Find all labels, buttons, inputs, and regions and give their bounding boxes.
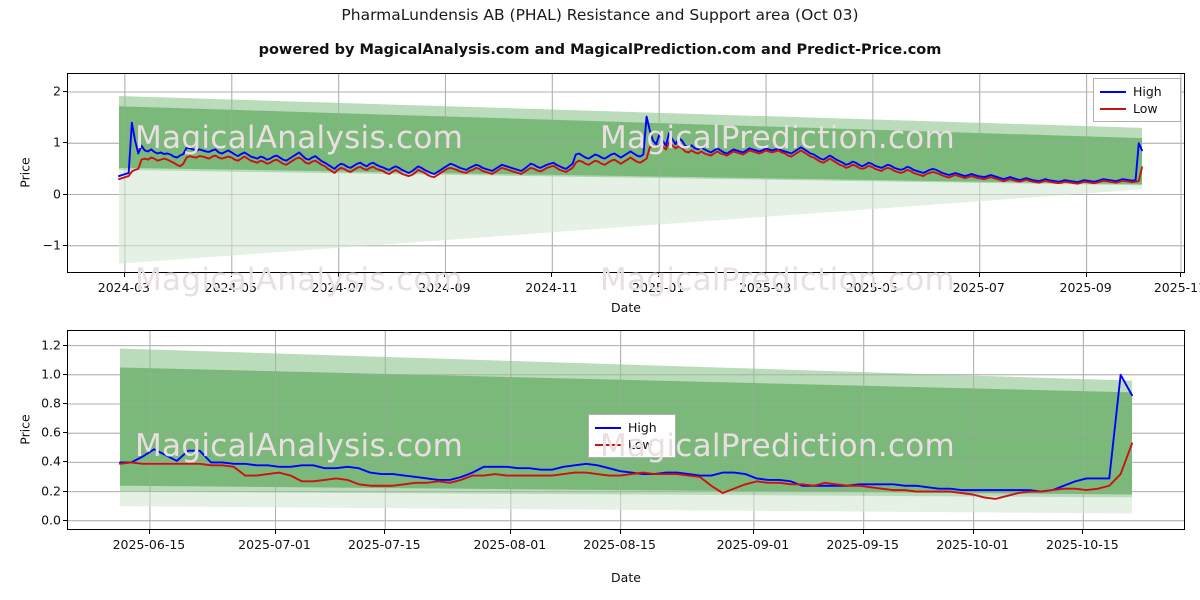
top-chart-legend: High Low: [1093, 78, 1181, 122]
x-tick-mark: [148, 530, 150, 534]
x-tick-label: 2025-10-01: [936, 537, 1009, 552]
x-tick-label: 2025-07-01: [238, 537, 311, 552]
x-tick-label: 2024-05: [204, 280, 257, 295]
x-tick-label: 2025-03: [738, 280, 792, 295]
y-tick-mark: [63, 373, 67, 375]
x-tick-mark: [509, 530, 511, 534]
legend-swatch-low-bottom: [595, 443, 621, 446]
x-tick-label: 2025-05: [845, 280, 898, 295]
x-tick-mark: [384, 530, 386, 534]
x-tick-mark: [978, 273, 980, 277]
legend-label-high: High: [1133, 84, 1162, 99]
x-tick-mark: [1085, 273, 1087, 277]
x-tick-label: 2025-07: [952, 280, 1005, 295]
x-tick-label: 2024-11: [525, 280, 578, 295]
x-tick-label: 2025-08-15: [583, 537, 656, 552]
x-tick-label: 2025-06-15: [112, 537, 186, 552]
x-tick-label: 2025-09-15: [826, 537, 899, 552]
top-chart-canvas: [68, 74, 1184, 272]
y-tick-mark: [63, 344, 67, 346]
x-tick-label: 2024-09: [418, 280, 471, 295]
x-tick-mark: [871, 273, 873, 277]
y-tick-label: −1: [42, 237, 61, 253]
x-tick-mark: [274, 530, 276, 534]
legend-label-low-bottom: Low: [628, 437, 653, 452]
x-tick-mark: [551, 273, 553, 277]
y-tick-mark: [63, 432, 67, 434]
y-tick-label: 0.4: [41, 453, 61, 469]
x-tick-mark: [972, 530, 974, 534]
x-tick-label: 2024-07: [311, 280, 364, 295]
x-tick-mark: [123, 273, 125, 277]
x-tick-mark: [752, 530, 754, 534]
x-tick-mark: [230, 273, 232, 277]
x-tick-label: 2025-09-01: [716, 537, 790, 552]
x-tick-label: 2025-09: [1059, 280, 1112, 295]
y-tick-label: 0: [53, 186, 61, 201]
top-chart-plot-area: [67, 73, 1185, 273]
y-tick-label: 1: [53, 134, 61, 150]
y-tick-mark: [63, 461, 67, 463]
x-tick-mark: [1082, 530, 1084, 534]
page-subtitle: powered by MagicalAnalysis.com and Magic…: [258, 42, 942, 58]
legend-label-low: Low: [1133, 101, 1158, 116]
x-tick-label: 2025-07-15: [347, 537, 421, 552]
legend-entry-low: Low: [1100, 100, 1173, 117]
legend-swatch-high-bottom: [595, 426, 621, 429]
x-tick-mark: [337, 273, 339, 277]
y-tick-label: 0.2: [41, 483, 61, 499]
bottom-chart-legend: High Low: [588, 414, 676, 458]
x-tick-mark: [1179, 273, 1181, 277]
x-tick-label: 2025-10-15: [1046, 537, 1119, 552]
x-tick-mark: [619, 530, 621, 534]
page-title: PharmaLundensis AB (PHAL) Resistance and…: [341, 6, 859, 24]
y-tick-mark: [63, 90, 67, 92]
y-tick-label: 0.0: [41, 512, 61, 528]
y-tick-mark: [63, 402, 67, 404]
x-tick-mark: [765, 273, 767, 277]
y-tick-mark: [63, 490, 67, 492]
y-tick-mark: [63, 142, 67, 144]
y-tick-mark: [63, 244, 67, 246]
x-tick-mark: [862, 530, 864, 534]
x-tick-label: 2024-03: [97, 280, 151, 295]
legend-swatch-high: [1100, 90, 1126, 93]
x-tick-label: 2025-01: [632, 280, 685, 295]
bottom-chart-x-axis-label: Date: [611, 570, 641, 585]
y-tick-mark: [63, 193, 67, 195]
y-tick-label: 1.2: [41, 337, 61, 353]
legend-entry-high: High: [1100, 83, 1173, 100]
legend-swatch-low: [1100, 107, 1126, 110]
y-tick-label: 0.8: [41, 395, 61, 411]
legend-label-high-bottom: High: [628, 420, 657, 435]
legend-entry-high-bottom: High: [595, 419, 668, 436]
top-chart-x-axis-label: Date: [611, 300, 641, 315]
x-tick-label: 2025-08-01: [473, 537, 547, 552]
y-tick-label: 0.6: [41, 424, 61, 440]
y-tick-mark: [63, 519, 67, 521]
y-tick-label: 1.0: [41, 366, 61, 382]
legend-entry-low-bottom: Low: [595, 436, 668, 453]
x-tick-mark: [444, 273, 446, 277]
y-tick-label: 2: [53, 83, 61, 99]
x-tick-label: 2025-11: [1153, 280, 1200, 295]
x-tick-mark: [658, 273, 660, 277]
